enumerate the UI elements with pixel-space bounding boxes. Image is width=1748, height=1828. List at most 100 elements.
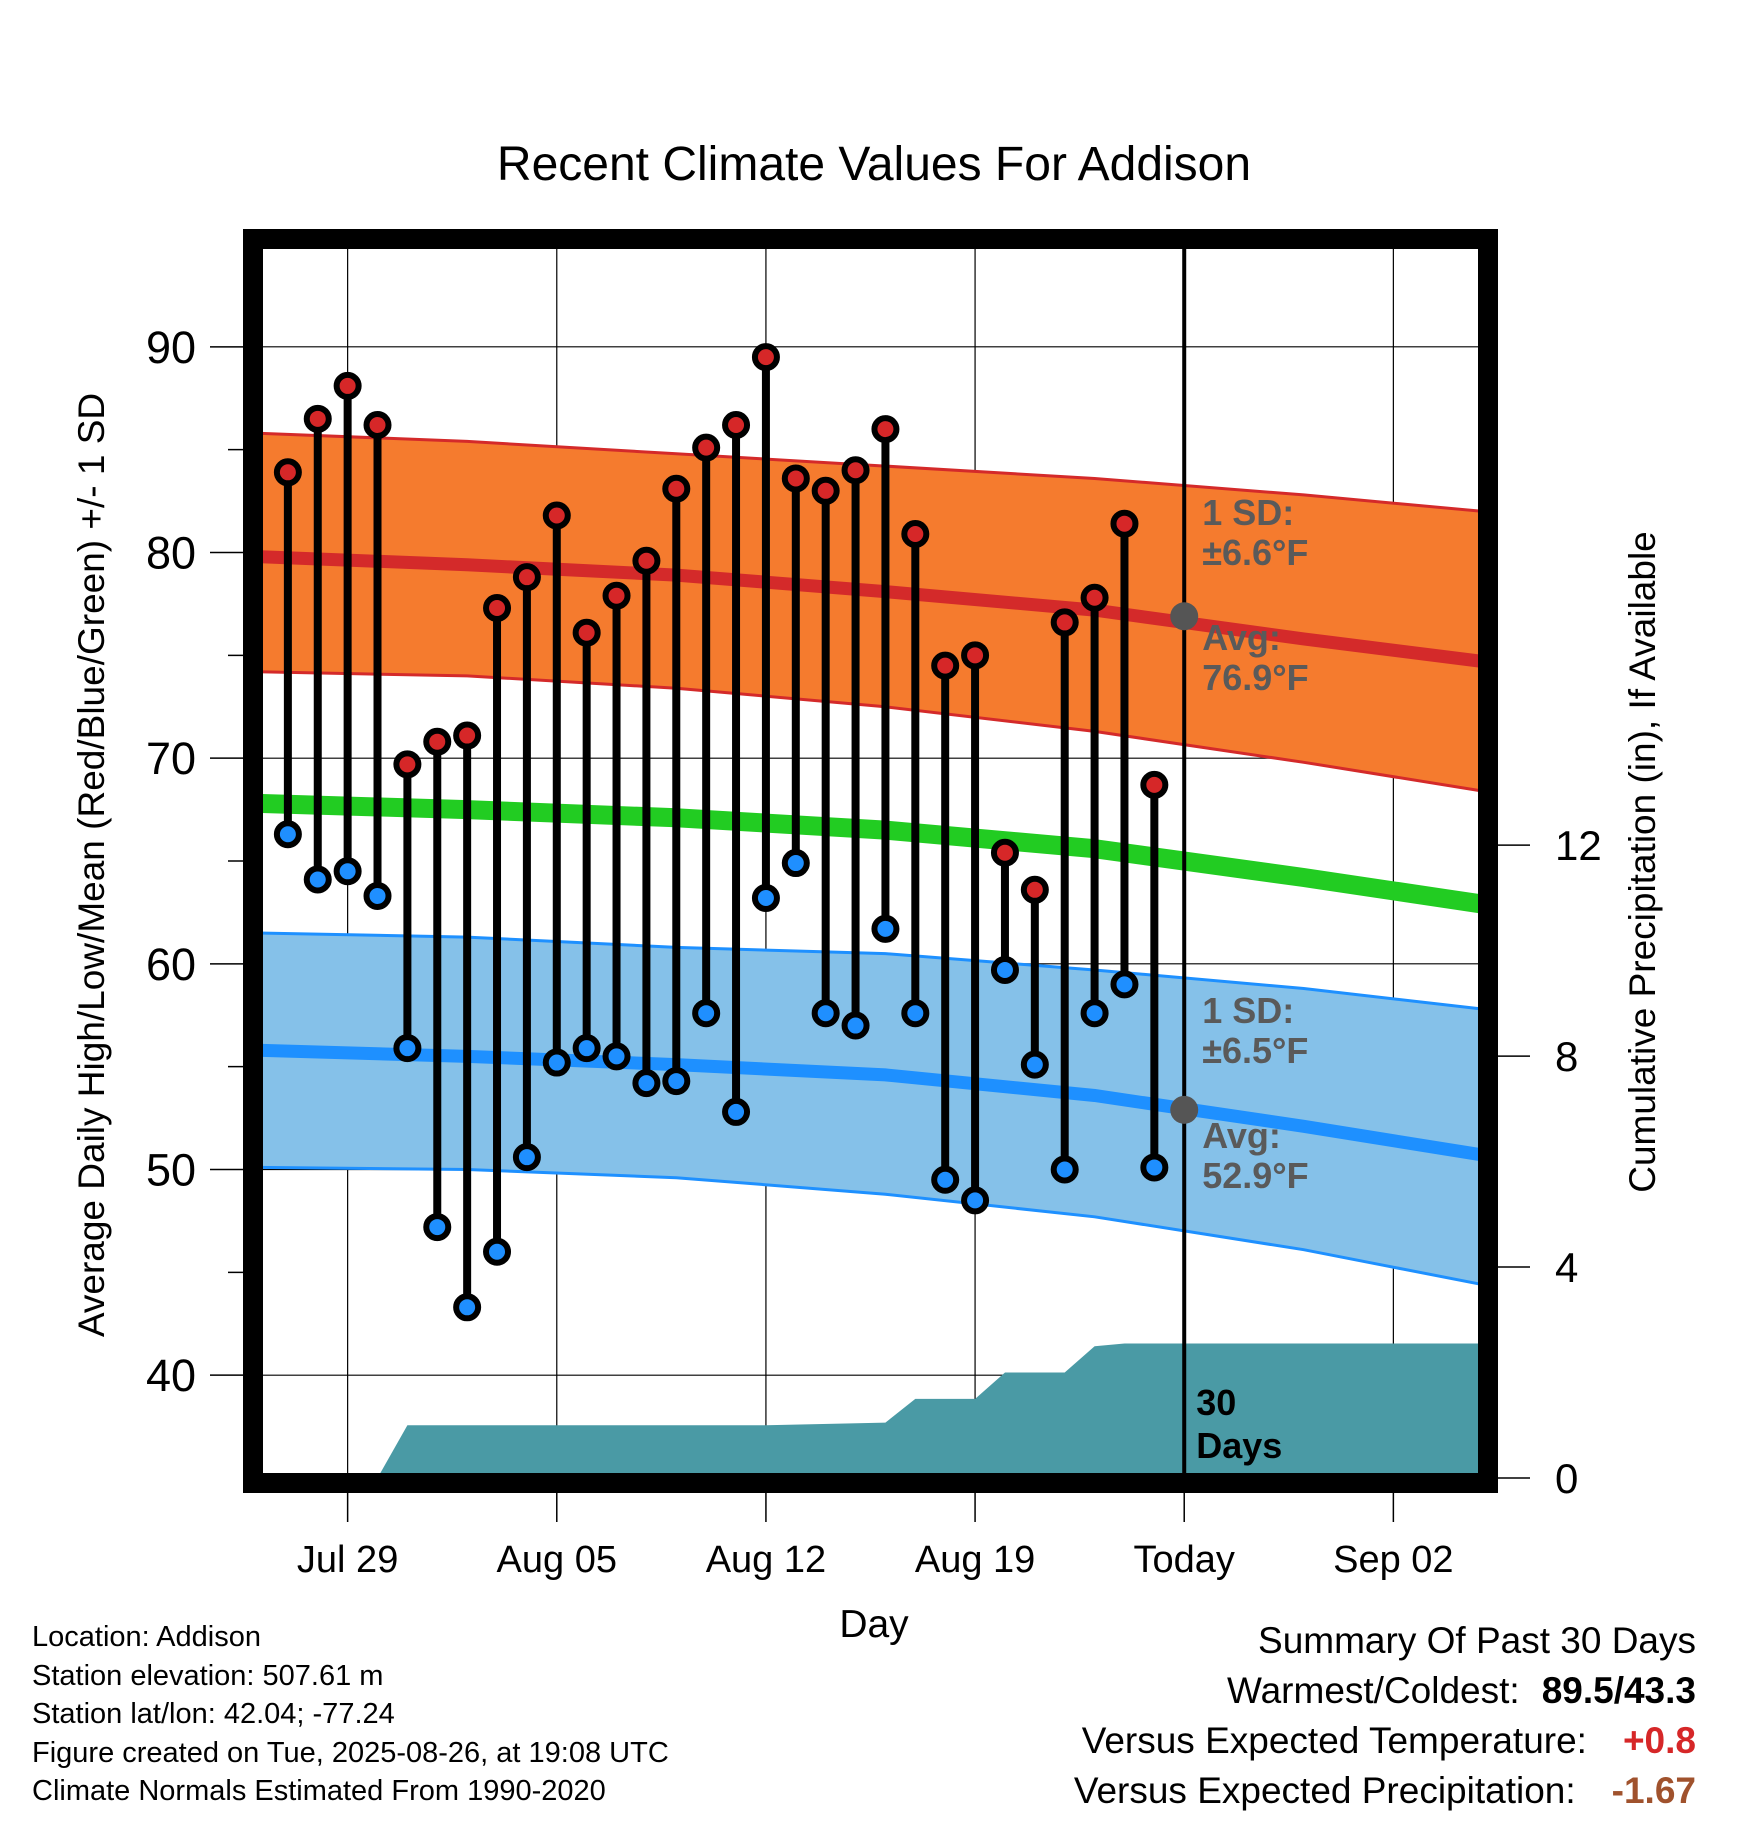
axes: 40 50 60 70 80 90 0 4 8 12 Jul 29 Aug 05 Aug 12 Aug 1… xyxy=(146,322,1602,1581)
y-right-tick-label: 4 xyxy=(1555,1244,1578,1291)
daily-high-point xyxy=(393,750,422,779)
daily-low-point xyxy=(273,820,302,849)
y-right-tick-label: 8 xyxy=(1555,1033,1578,1080)
daily-low-point xyxy=(1140,1153,1169,1182)
chart-title: Recent Climate Values For Addison xyxy=(497,138,1251,191)
temp-departure-label: Versus Expected Temperature: xyxy=(1081,1720,1587,1761)
y-left-tick-label: 90 xyxy=(146,322,196,373)
daily-high-point xyxy=(692,433,721,462)
daily-high-point xyxy=(722,410,751,439)
temp-departure-value: +0.8 xyxy=(1622,1720,1696,1761)
normals-text: Climate Normals Estimated From 1990-2020 xyxy=(32,1775,606,1807)
location-text: Location: Addison xyxy=(32,1621,261,1653)
daily-low-point xyxy=(811,999,840,1028)
daily-low-point xyxy=(423,1213,452,1242)
daily-high-point xyxy=(1080,583,1109,612)
daily-low-point xyxy=(572,1034,601,1063)
warm-cold-label: Warmest/Coldest: xyxy=(1227,1670,1520,1711)
warm-cold-row: Warmest/Coldest: 89.5/43.3 xyxy=(1074,1666,1696,1716)
daily-high-point xyxy=(990,838,1019,867)
daily-high-point xyxy=(273,458,302,487)
x-axis-label: Day xyxy=(839,1603,909,1646)
daily-high-point xyxy=(483,594,512,623)
x-tick-label: Aug 12 xyxy=(706,1539,826,1581)
temp-departure-row: Versus Expected Temperature: +0.8 xyxy=(1074,1716,1696,1766)
daily-low-point xyxy=(1080,999,1109,1028)
daily-low-point xyxy=(961,1186,990,1215)
precip-departure-value: -1.67 xyxy=(1611,1770,1696,1811)
daily-high-point xyxy=(1020,875,1049,904)
high-sd-label: 1 SD: xyxy=(1202,492,1294,533)
window-label-days: Days xyxy=(1196,1425,1282,1466)
y-right-tick-label: 12 xyxy=(1555,822,1602,869)
y-left-tick-label: 80 xyxy=(146,528,196,579)
high-avg-label: Avg: xyxy=(1202,617,1281,658)
daily-high-point xyxy=(333,371,362,400)
plot-background xyxy=(258,244,1483,1478)
daily-high-point xyxy=(572,618,601,647)
today-average-high-point xyxy=(1170,602,1199,631)
low-avg-label: Avg: xyxy=(1202,1115,1281,1156)
daily-low-point xyxy=(841,1011,870,1040)
daily-low-point xyxy=(990,956,1019,985)
precipitation-area xyxy=(347,1343,1484,1478)
x-tick-label: Today xyxy=(1134,1539,1235,1581)
daily-points xyxy=(273,343,1169,1322)
cumulative-precip-area xyxy=(347,1343,1484,1478)
station-info: Location: Addison Station elevation: 507… xyxy=(32,1618,669,1811)
daily-high-point xyxy=(901,519,930,548)
daily-high-point xyxy=(781,464,810,493)
daily-low-point xyxy=(363,881,392,910)
daily-high-point xyxy=(931,651,960,680)
daily-low-point xyxy=(751,884,780,913)
plot-frame xyxy=(243,229,1498,1493)
daily-low-point xyxy=(781,849,810,878)
precip-departure-row: Versus Expected Precipitation: -1.67 xyxy=(1074,1766,1696,1816)
daily-high-point xyxy=(1110,509,1139,538)
daily-low-point xyxy=(722,1097,751,1126)
daily-high-point xyxy=(453,721,482,750)
daily-high-point xyxy=(363,410,392,439)
x-tick-label: Sep 02 xyxy=(1333,1539,1453,1581)
high-avg-value: 76.9°F xyxy=(1202,657,1308,698)
daily-low-point xyxy=(1110,970,1139,999)
low-avg-value: 52.9°F xyxy=(1202,1155,1308,1196)
daily-low-point xyxy=(393,1034,422,1063)
summary-title: Summary Of Past 30 Days xyxy=(1258,1620,1696,1661)
daily-low-point xyxy=(542,1048,571,1077)
daily-low-point xyxy=(632,1069,661,1098)
plot-border xyxy=(243,229,1498,1493)
daily-low-point xyxy=(901,999,930,1028)
warm-cold-value: 89.5/43.3 xyxy=(1541,1670,1696,1711)
daily-high-point xyxy=(632,546,661,575)
elevation-text: Station elevation: 507.61 m xyxy=(32,1659,384,1692)
y-left-tick-label: 40 xyxy=(146,1350,196,1401)
daily-high-point xyxy=(1140,770,1169,799)
daily-high-point xyxy=(841,456,870,485)
daily-high-point xyxy=(542,501,571,530)
summary-panel: Summary Of Past 30 Days Warmest/Coldest:… xyxy=(1074,1616,1696,1816)
y-left-tick-label: 70 xyxy=(146,733,196,784)
low-sd-value: ±6.5°F xyxy=(1202,1030,1308,1071)
x-tick-label: Aug 19 xyxy=(915,1539,1035,1581)
latlon-text: Station lat/lon: 42.04; -77.24 xyxy=(32,1698,395,1730)
daily-low-point xyxy=(931,1165,960,1194)
daily-high-point xyxy=(961,641,990,670)
y-left-tick-label: 50 xyxy=(146,1145,196,1196)
today-average-low-point xyxy=(1170,1095,1199,1124)
y-axis-right-label: Cumulative Precipitation (in), If Availa… xyxy=(1622,531,1663,1193)
daily-low-point xyxy=(512,1143,541,1172)
low-sd-label: 1 SD: xyxy=(1202,990,1294,1031)
daily-low-point xyxy=(453,1293,482,1322)
window-label-number: 30 xyxy=(1196,1382,1236,1423)
daily-low-point xyxy=(333,857,362,886)
daily-high-point xyxy=(602,581,631,610)
daily-high-point xyxy=(811,476,840,505)
y-right-tick-label: 0 xyxy=(1555,1455,1578,1502)
daily-high-point xyxy=(871,415,900,444)
daily-high-point xyxy=(512,563,541,592)
daily-low-point xyxy=(1050,1155,1079,1184)
daily-high-point xyxy=(423,727,452,756)
high-sd-value: ±6.6°F xyxy=(1202,532,1308,573)
